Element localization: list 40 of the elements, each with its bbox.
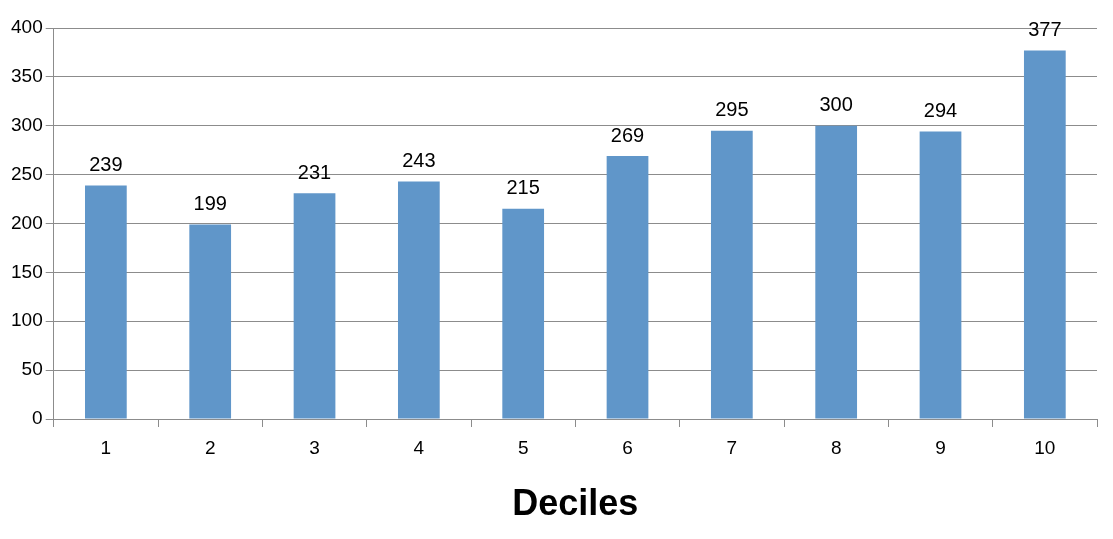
x-tick-label: 1 xyxy=(100,436,112,458)
data-label: 377 xyxy=(1028,18,1062,40)
bar xyxy=(502,208,545,419)
x-tick-label: 2 xyxy=(204,436,216,458)
y-tick-label: 300 xyxy=(11,113,43,135)
y-tick-label: 50 xyxy=(21,358,43,380)
data-label: 239 xyxy=(89,152,123,175)
data-label: 243 xyxy=(402,148,436,171)
x-tick-label: 10 xyxy=(1034,436,1056,458)
bar xyxy=(189,224,232,419)
bar xyxy=(397,181,440,419)
y-tick-label: 250 xyxy=(11,162,43,184)
bar xyxy=(815,125,858,419)
bar xyxy=(606,156,649,419)
data-label: 300 xyxy=(819,93,853,116)
x-axis-title: Deciles xyxy=(512,482,639,524)
data-label: 294 xyxy=(923,99,958,122)
bar xyxy=(919,131,962,419)
y-tick-label: 150 xyxy=(11,260,43,282)
y-tick-label: 100 xyxy=(11,309,43,331)
bar xyxy=(293,193,336,419)
bar xyxy=(1023,50,1066,419)
data-label: 231 xyxy=(297,160,332,183)
x-tick-label: 8 xyxy=(830,436,842,458)
data-label: 215 xyxy=(506,176,540,199)
x-tick-label: 6 xyxy=(622,436,633,458)
x-tick-label: 4 xyxy=(413,436,425,458)
y-tick-label: 200 xyxy=(11,211,43,233)
bar xyxy=(85,185,127,419)
data-label: 199 xyxy=(193,191,227,214)
data-label: 269 xyxy=(610,123,645,146)
x-tick-label: 5 xyxy=(517,436,529,458)
y-tick-label: 0 xyxy=(32,407,43,429)
x-tick-label: 9 xyxy=(935,436,946,458)
x-tick-label: 7 xyxy=(726,436,738,458)
x-tick-label: 3 xyxy=(309,436,320,458)
data-label: 295 xyxy=(715,98,749,121)
bar xyxy=(710,130,753,419)
y-tick-label: 350 xyxy=(11,65,43,87)
y-tick-label: 400 xyxy=(11,16,43,38)
